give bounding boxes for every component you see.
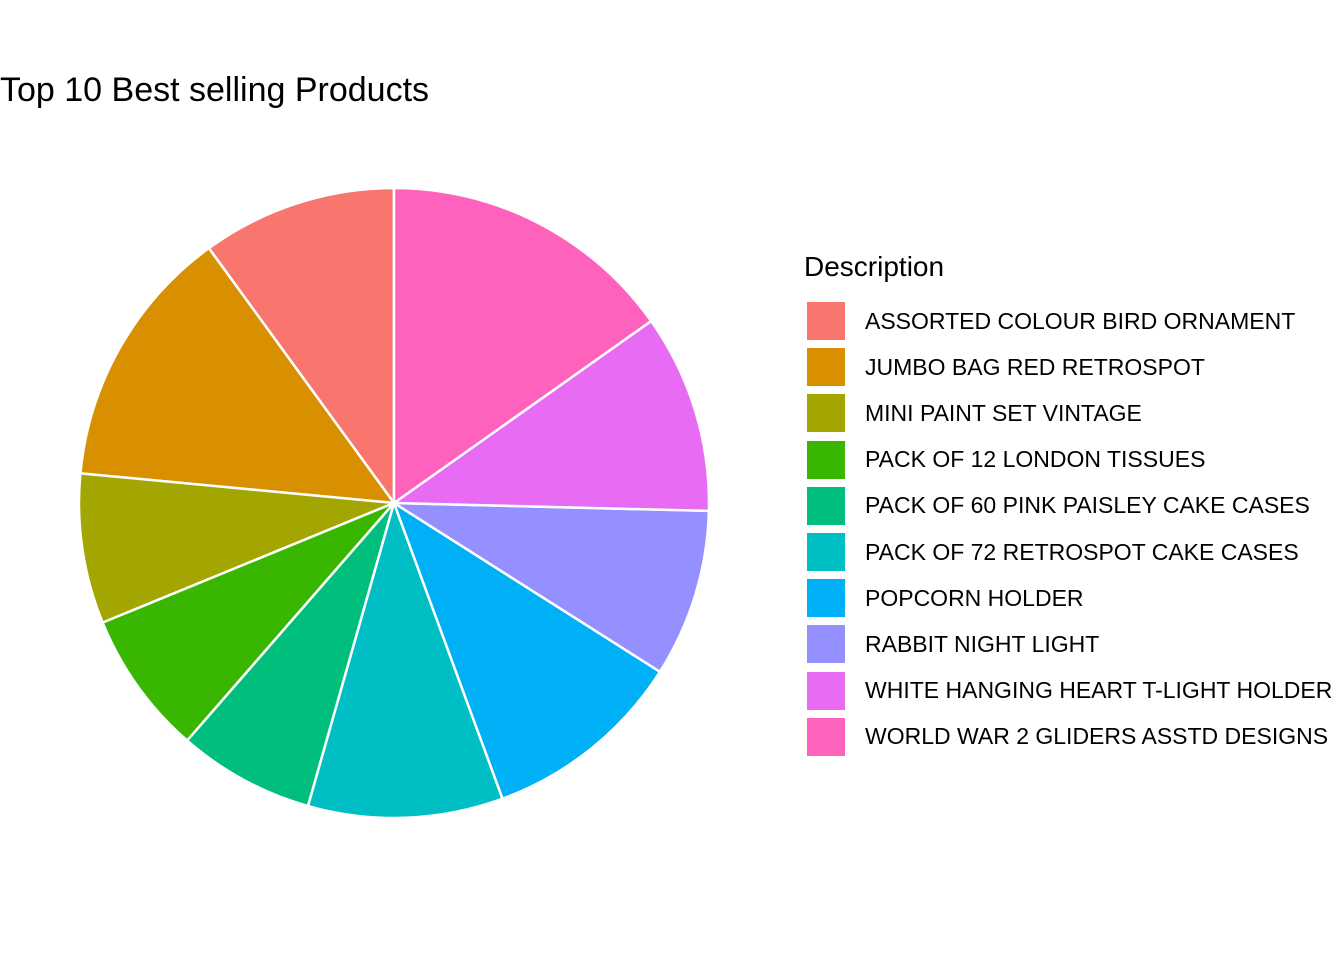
legend-key-swatch xyxy=(807,486,845,525)
legend-item: MINI PAINT SET VINTAGE xyxy=(804,390,1332,436)
legend: Description ASSORTED COLOUR BIRD ORNAMEN… xyxy=(804,250,1332,760)
legend-item: PACK OF 60 PINK PAISLEY CAKE CASES xyxy=(804,483,1332,529)
legend-key-swatch xyxy=(807,625,845,664)
pie-slice-2 xyxy=(79,246,396,505)
legend-label: WHITE HANGING HEART T-LIGHT HOLDER xyxy=(865,677,1333,704)
legend-item: WHITE HANGING HEART T-LIGHT HOLDER xyxy=(804,668,1332,714)
legend-label: PACK OF 72 RETROSPOT CAKE CASES xyxy=(865,538,1299,565)
legend-item: WORLD WAR 2 GLIDERS ASSTD DESIGNS xyxy=(804,714,1332,760)
chart-title: Top 10 Best selling Products xyxy=(0,71,430,109)
pie-slice-7 xyxy=(392,501,662,800)
legend-key-swatch xyxy=(807,533,845,572)
legend-key-swatch xyxy=(807,671,845,710)
legend-label: ASSORTED COLOUR BIRD ORNAMENT xyxy=(865,307,1296,334)
pie-slice-6 xyxy=(306,501,504,820)
pie-slice-10 xyxy=(392,186,653,505)
legend-item: PACK OF 12 LONDON TISSUES xyxy=(804,437,1332,483)
legend-item: PACK OF 72 RETROSPOT CAKE CASES xyxy=(804,529,1332,575)
legend-key-swatch xyxy=(807,302,845,341)
legend-key-swatch xyxy=(807,440,845,479)
pie-slice-8 xyxy=(392,501,711,674)
legend-item: POPCORN HOLDER xyxy=(804,575,1332,621)
legend-title: Description xyxy=(804,251,945,282)
legend-label: MINI PAINT SET VINTAGE xyxy=(865,399,1142,426)
legend-label: PACK OF 60 PINK PAISLEY CAKE CASES xyxy=(865,492,1310,519)
pie-slices xyxy=(77,186,711,820)
pie-slice-1 xyxy=(207,186,396,505)
legend-label: WORLD WAR 2 GLIDERS ASSTD DESIGNS xyxy=(865,723,1329,750)
legend-items: ASSORTED COLOUR BIRD ORNAMENT JUMBO BAG R… xyxy=(804,298,1332,760)
pie-slice-9 xyxy=(392,319,711,513)
legend-label: POPCORN HOLDER xyxy=(865,584,1084,611)
pie-slice-3 xyxy=(77,472,396,624)
legend-item: RABBIT NIGHT LIGHT xyxy=(804,621,1332,667)
legend-key-swatch xyxy=(807,348,845,387)
legend-label: PACK OF 12 LONDON TISSUES xyxy=(865,446,1206,473)
legend-label: JUMBO BAG RED RETROSPOT xyxy=(865,353,1205,380)
pie-slice-4 xyxy=(101,501,396,742)
legend-label: RABBIT NIGHT LIGHT xyxy=(865,630,1100,657)
legend-key-swatch xyxy=(807,717,845,756)
legend-key-swatch xyxy=(807,579,845,618)
legend-key-swatch xyxy=(807,394,845,433)
legend-item: JUMBO BAG RED RETROSPOT xyxy=(804,344,1332,390)
legend-item: ASSORTED COLOUR BIRD ORNAMENT xyxy=(804,298,1332,344)
pie-slice-5 xyxy=(185,501,396,808)
pie-chart xyxy=(77,186,711,820)
